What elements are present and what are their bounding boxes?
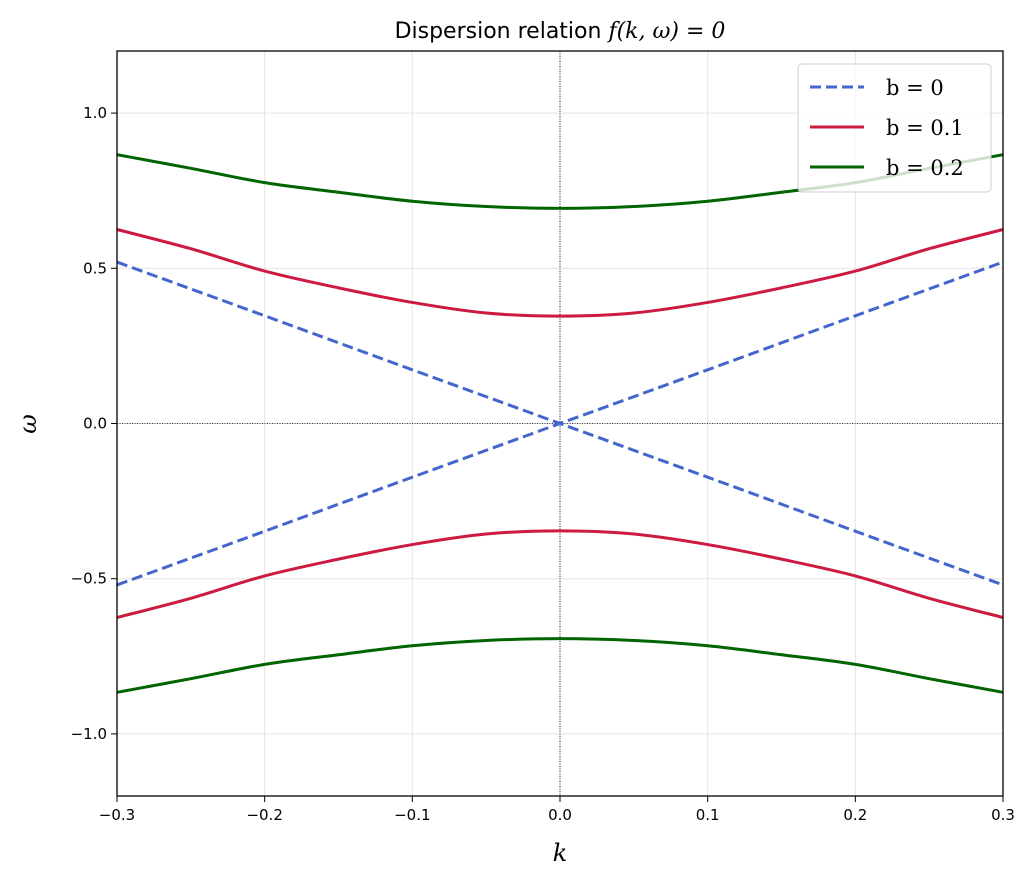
y-tick-label: −0.5 <box>71 570 107 588</box>
legend-label: b = 0.1 <box>886 116 964 140</box>
y-axis-label: ω <box>14 414 42 434</box>
y-tick-label: 0.0 <box>83 415 107 433</box>
series-line <box>116 260 1004 587</box>
x-tick-label: 0.1 <box>696 806 720 824</box>
series-b0.1 <box>116 228 1004 619</box>
x-axis-label: k <box>553 839 568 867</box>
series-line <box>116 228 1004 318</box>
legend: b = 0 b = 0.1 b = 0.2 <box>797 63 992 193</box>
x-tick-label: −0.3 <box>99 806 135 824</box>
series-line <box>116 529 1004 619</box>
x-axis: −0.3 −0.2 −0.1 0.0 0.1 0.2 0.3 <box>99 796 1015 824</box>
y-axis: −1.0 −0.5 0.0 0.5 1.0 <box>71 104 117 743</box>
y-tick-label: 0.5 <box>83 259 107 277</box>
legend-label: b = 0.2 <box>886 156 964 180</box>
chart-title: Dispersion relation f(k, ω) = 0 <box>395 19 726 44</box>
series-b0 <box>116 260 1004 587</box>
x-tick-label: 0.2 <box>843 806 867 824</box>
y-tick-label: −1.0 <box>71 725 107 743</box>
x-tick-label: 0.3 <box>991 806 1015 824</box>
x-tick-label: −0.1 <box>394 806 430 824</box>
y-tick-label: 1.0 <box>83 104 107 122</box>
legend-box <box>797 63 992 193</box>
series-line <box>116 637 1004 694</box>
x-tick-label: −0.2 <box>246 806 282 824</box>
series-layer <box>116 153 1004 694</box>
legend-label: b = 0 <box>886 76 944 100</box>
x-tick-label: 0.0 <box>548 806 572 824</box>
